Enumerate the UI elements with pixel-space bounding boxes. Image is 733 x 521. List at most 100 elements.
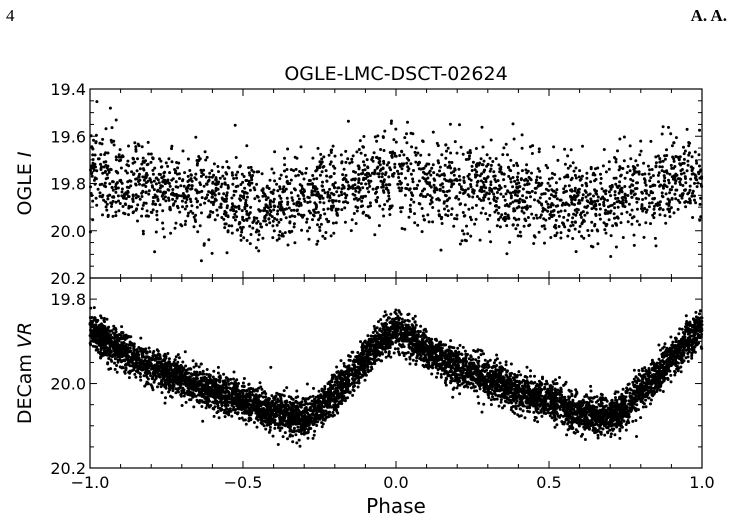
data-point: [181, 149, 185, 153]
data-point: [632, 215, 636, 219]
data-point: [245, 239, 249, 242]
data-point: [258, 222, 262, 226]
data-point: [614, 197, 618, 200]
data-point: [449, 171, 453, 175]
data-point: [567, 203, 571, 207]
data-point: [513, 179, 517, 183]
data-point: [257, 229, 261, 233]
data-point: [552, 209, 556, 213]
data-point: [264, 204, 268, 208]
data-point: [286, 200, 290, 204]
data-point: [102, 160, 106, 164]
data-point: [197, 365, 201, 369]
data-point: [504, 192, 508, 196]
data-point: [494, 157, 498, 161]
data-point: [471, 206, 474, 210]
data-point: [469, 183, 473, 186]
data-point: [293, 188, 297, 192]
data-point: [529, 178, 533, 182]
data-point: [449, 151, 453, 155]
data-point: [391, 151, 394, 155]
data-point: [682, 145, 685, 149]
data-point: [512, 137, 516, 141]
data-point: [502, 172, 506, 176]
data-point: [535, 175, 539, 179]
data-point: [215, 208, 219, 212]
data-point: [532, 216, 536, 220]
data-point: [484, 180, 488, 184]
data-point: [698, 164, 701, 168]
data-point: [598, 217, 602, 221]
data-point: [468, 149, 472, 152]
data-point: [263, 219, 267, 223]
data-point: [385, 163, 389, 167]
data-point: [414, 153, 418, 157]
data-point: [123, 202, 127, 206]
data-point: [235, 215, 239, 219]
data-point: [499, 192, 503, 196]
data-point: [311, 218, 314, 222]
data-point: [530, 212, 534, 216]
data-point: [322, 201, 326, 205]
data-point: [400, 186, 404, 190]
data-point: [396, 169, 399, 173]
data-point: [287, 230, 291, 233]
data-point: [499, 167, 503, 171]
data-point: [569, 224, 573, 228]
data-point: [125, 171, 129, 175]
data-point: [607, 160, 611, 164]
data-point: [414, 160, 418, 164]
data-point: [488, 188, 492, 192]
data-point: [187, 211, 190, 215]
data-point: [365, 158, 369, 162]
data-point: [346, 180, 350, 184]
data-point: [609, 187, 613, 191]
data-point: [604, 212, 607, 216]
data-point: [488, 169, 492, 173]
data-point: [133, 160, 137, 164]
data-point: [240, 172, 244, 176]
data-point: [225, 206, 229, 210]
data-point: [585, 211, 589, 215]
data-point: [186, 186, 190, 190]
data-point: [323, 212, 327, 216]
data-point: [271, 236, 275, 240]
data-point: [261, 194, 265, 198]
data-point: [121, 366, 125, 370]
data-point: [414, 146, 418, 150]
data-point: [453, 168, 457, 172]
data-point: [316, 239, 320, 243]
data-point: [497, 217, 501, 221]
data-point: [437, 209, 441, 213]
data-point: [527, 175, 531, 179]
data-point: [131, 194, 135, 198]
data-point: [286, 202, 290, 206]
data-point: [617, 191, 621, 195]
data-point: [333, 154, 337, 158]
data-point: [523, 183, 527, 187]
data-point: [446, 146, 450, 150]
data-point: [536, 184, 540, 188]
data-point: [420, 230, 424, 234]
data-point: [161, 180, 165, 184]
data-point: [516, 164, 520, 168]
data-point: [514, 227, 518, 231]
data-point: [450, 161, 454, 164]
data-point: [621, 204, 625, 208]
data-point: [579, 215, 583, 219]
data-point: [311, 156, 315, 160]
data-point: [359, 151, 363, 155]
data-point: [211, 203, 215, 207]
data-point: [176, 166, 180, 170]
data-point: [332, 231, 336, 235]
data-point: [247, 182, 250, 186]
data-point: [357, 197, 361, 201]
data-point: [686, 332, 690, 336]
data-point: [639, 149, 643, 153]
data-point: [651, 184, 655, 188]
data-point: [190, 179, 194, 183]
data-point: [471, 160, 475, 164]
data-point: [464, 158, 468, 161]
data-point: [244, 422, 248, 426]
data-point: [475, 165, 479, 168]
